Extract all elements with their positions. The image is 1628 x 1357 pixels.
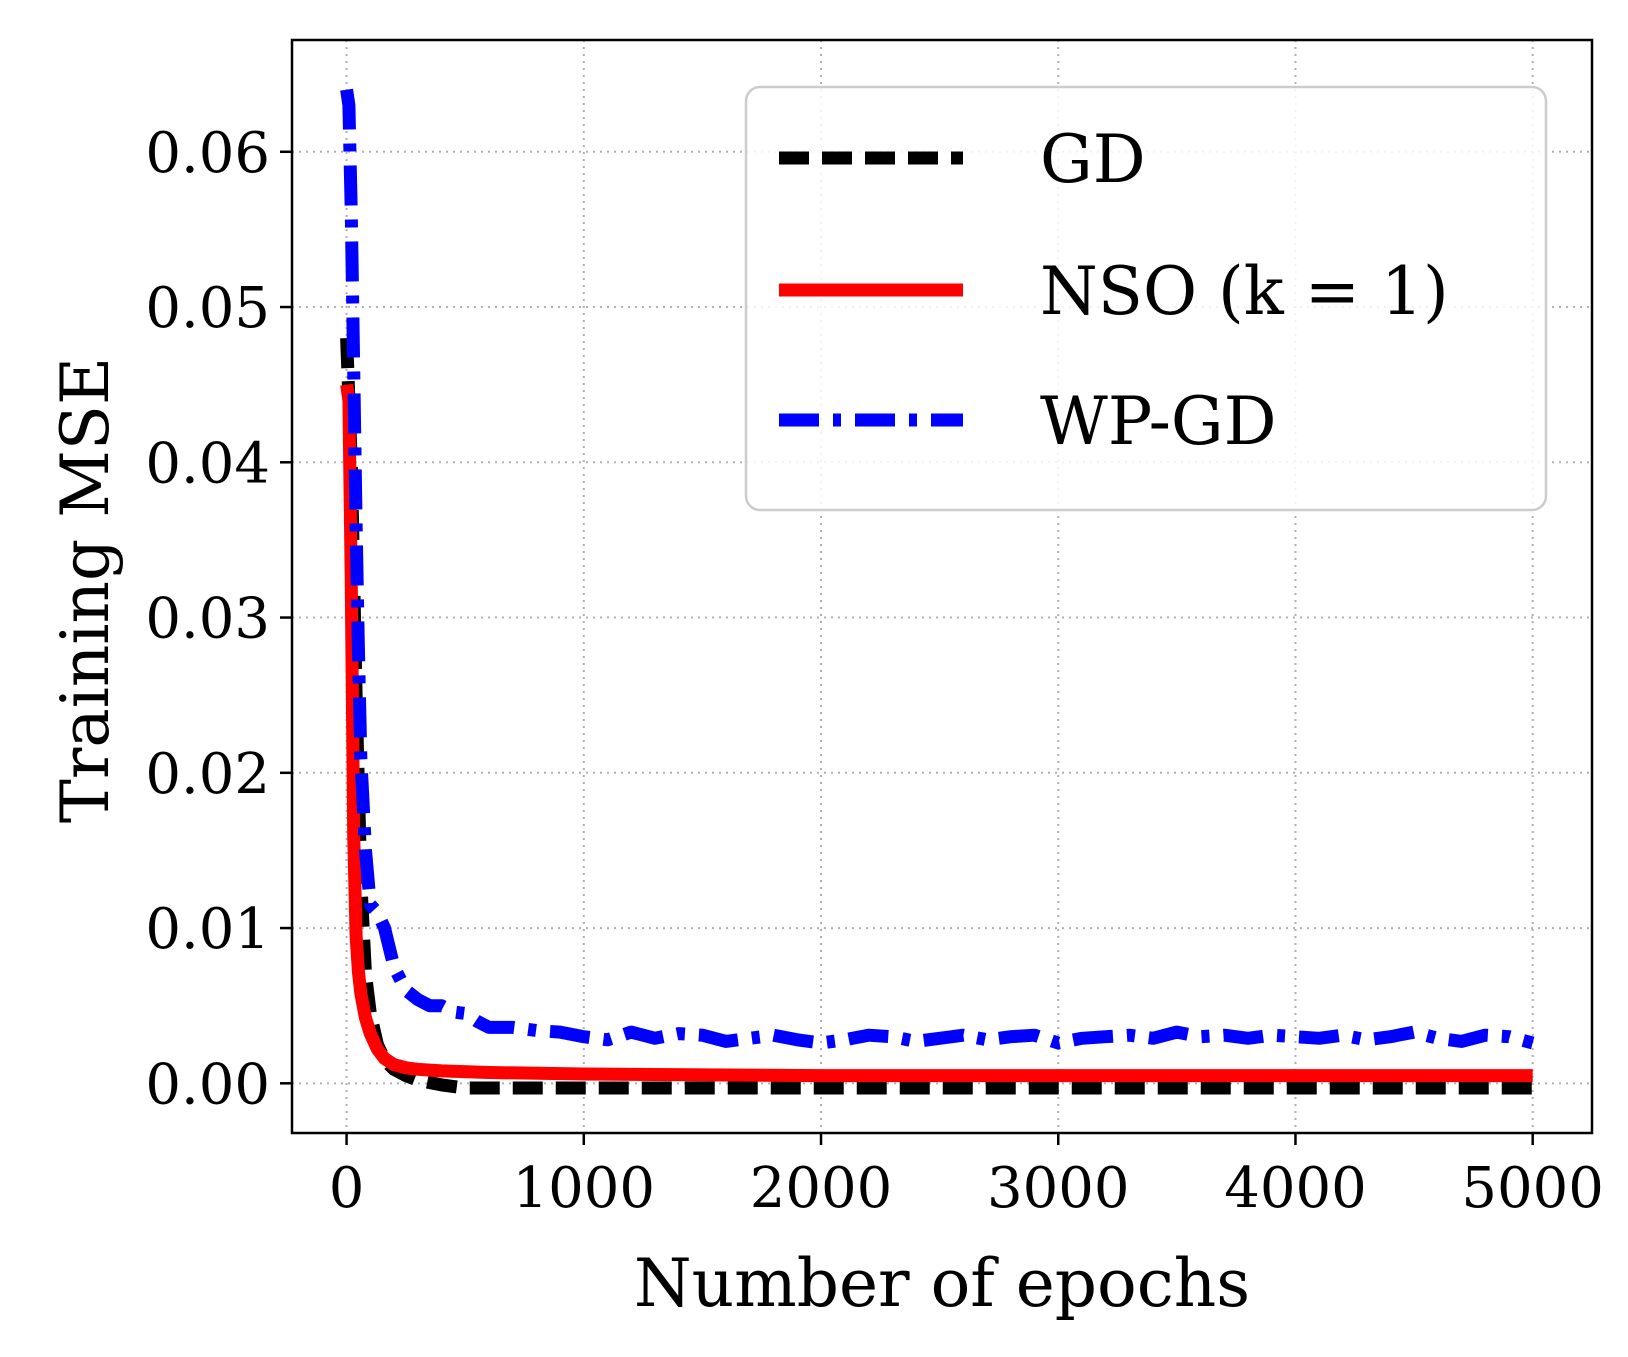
y-tick-label: 0.05: [145, 276, 270, 341]
legend: GD NSO (k = 1) WP-GD: [744, 85, 1548, 512]
y-tick-label: 0.02: [145, 742, 270, 807]
legend-label-gd: GD: [1040, 121, 1146, 198]
x-tick-label: 5000: [1461, 1156, 1604, 1221]
y-tick-label: 0.06: [145, 121, 270, 186]
y-axis-label: Training MSE: [47, 357, 124, 823]
x-tick-label: 0: [329, 1156, 365, 1221]
legend-label-wp-gd: WP-GD: [1040, 383, 1277, 460]
x-tick-label: 3000: [987, 1156, 1130, 1221]
series-line-nso-k-1: [340, 383, 1533, 1083]
series-layer: [340, 88, 1535, 1095]
x-tick-label: 2000: [750, 1156, 893, 1221]
series-line-wp-gd: [340, 88, 1535, 1050]
x-tick-label: 1000: [513, 1156, 656, 1221]
legend-label-nso-k-1: NSO (k = 1): [1040, 253, 1449, 330]
plot-frame: [290, 38, 1594, 1135]
y-tick-label: 0.03: [145, 587, 270, 652]
axis-ticks: 0 1000 2000 3000 4000 5000 0.00 0.01 0.02 0.03 0.0…: [145, 121, 1604, 1221]
y-tick-label: 0.04: [145, 431, 270, 496]
x-tick-label: 4000: [1224, 1156, 1367, 1221]
y-tick-label: 0.00: [145, 1052, 270, 1117]
x-axis-label: Number of epochs: [634, 1245, 1250, 1322]
y-tick-label: 0.01: [145, 897, 270, 962]
legend-box: [744, 85, 1548, 512]
